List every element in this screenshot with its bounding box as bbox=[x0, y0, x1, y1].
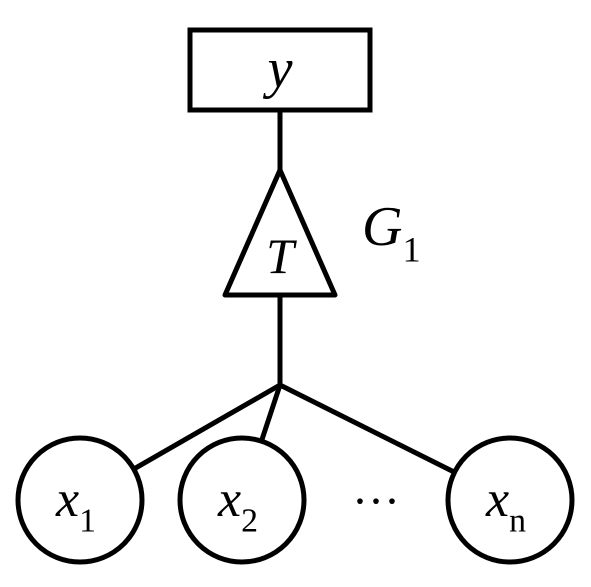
edge-branch-2 bbox=[280, 385, 455, 472]
output-node-y-label: y bbox=[263, 38, 293, 100]
factor-node-T-label: T bbox=[266, 228, 297, 284]
ellipsis-dots: ··· bbox=[352, 475, 400, 528]
input-node-x1 bbox=[18, 438, 142, 562]
input-node-x2 bbox=[180, 438, 304, 562]
input-node-xn bbox=[448, 438, 572, 562]
graph-label-G1: G1 bbox=[362, 196, 421, 270]
factor-graph-diagram: yTG1x1x2xn··· bbox=[0, 0, 591, 587]
